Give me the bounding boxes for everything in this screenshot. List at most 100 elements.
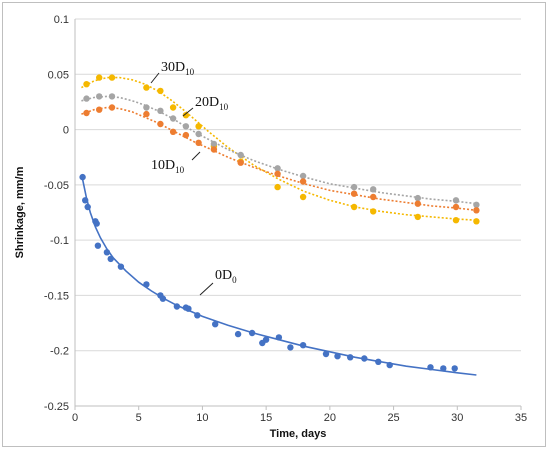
data-point-10d10	[182, 131, 190, 139]
data-point-0d0	[107, 255, 114, 263]
data-point-10d10	[157, 120, 164, 128]
y-tick-label: -0.1	[50, 235, 69, 247]
data-point-20d10	[370, 186, 377, 193]
label-leader-20d10	[182, 107, 194, 117]
y-tick-label: -0.25	[44, 401, 69, 413]
gridlines	[75, 18, 521, 407]
data-point-30d10	[299, 193, 307, 201]
series-label-subscript: 10	[175, 165, 185, 175]
series-label-main: 0D	[215, 268, 232, 283]
series-label-20d10: 20D10	[195, 95, 229, 112]
data-point-0d0	[262, 336, 270, 343]
series-label-main: 20D	[195, 95, 219, 110]
y-tick-label: 0.05	[48, 69, 69, 81]
data-point-30d10	[157, 87, 164, 95]
data-point-0d0	[194, 312, 201, 319]
data-point-20d10	[195, 130, 202, 138]
data-point-10d10	[83, 109, 90, 117]
data-point-0d0	[159, 295, 167, 302]
data-point-10d10	[143, 110, 150, 118]
data-point-30d10	[169, 104, 177, 111]
data-point-20d10	[83, 95, 90, 102]
data-point-0d0	[347, 354, 354, 361]
data-point-20d10	[452, 197, 460, 204]
series-label-30d10: 30D10	[161, 60, 195, 77]
data-point-30d10	[473, 218, 480, 225]
data-point-30d10	[195, 123, 202, 130]
x-axis-title: Time, days	[270, 428, 327, 440]
data-point-0d0	[427, 364, 434, 371]
data-point-0d0	[212, 321, 219, 328]
data-point-0d0	[84, 203, 91, 211]
data-point-10d10	[108, 104, 116, 111]
data-point-20d10	[237, 151, 244, 159]
x-tick-labels: 0 5 10 15 20 25 30 35	[72, 412, 527, 424]
series-label-10d10: 10D10	[151, 158, 185, 175]
data-point-20d10	[210, 140, 218, 148]
data-point-30d10	[83, 81, 90, 88]
data-point-0d0	[322, 350, 330, 358]
data-point-0d0	[361, 355, 368, 362]
data-point-0d0	[334, 353, 341, 360]
data-point-30d10	[370, 208, 377, 215]
x-tick-label: 35	[515, 412, 527, 424]
data-point-20d10	[169, 115, 177, 122]
series-label-subscript: 10	[185, 67, 195, 77]
data-point-10d10	[350, 190, 358, 197]
x-tick-label: 30	[451, 412, 463, 424]
y-tick-labels: 0.1 0.05 0 -0.05 -0.1 -0.15 -0.2 -0.25	[44, 14, 69, 413]
trendline-10d10	[81, 106, 477, 212]
data-point-0d0	[299, 342, 307, 349]
data-point-10d10	[299, 178, 307, 185]
label-leader-10d10	[191, 151, 201, 161]
x-tick-label: 25	[387, 412, 399, 424]
data-point-30d10	[108, 74, 116, 81]
data-point-10d10	[96, 106, 103, 113]
trendline-20d10	[81, 95, 477, 205]
data-point-30d10	[182, 112, 190, 119]
trendline-0d0	[81, 179, 477, 376]
data-point-0d0	[185, 305, 192, 312]
trendlines	[81, 76, 477, 376]
shrinkage-chart: 0 5 10 15 20 25 30 35 0.1 0.05 0 -0.05 -0.1 -0.15 -0.…	[14, 14, 527, 440]
x-tick-label: 0	[72, 412, 78, 424]
data-point-0d0	[287, 344, 294, 351]
data-point-10d10	[237, 159, 244, 166]
data-point-10d10	[473, 207, 480, 214]
data-point-0d0	[143, 281, 150, 288]
axes	[74, 19, 522, 410]
data-point-0d0	[234, 330, 242, 338]
data-point-20d10	[274, 165, 281, 172]
series-label-main: 10D	[151, 158, 175, 173]
data-point-20d10	[350, 183, 358, 191]
data-point-0d0	[440, 365, 447, 372]
data-point-30d10	[274, 183, 281, 191]
data-point-0d0	[386, 361, 393, 369]
data-point-0d0	[117, 263, 125, 270]
data-point-20d10	[182, 123, 190, 130]
series-label-subscript: 0	[232, 275, 237, 285]
chart-frame: 0 5 10 15 20 25 30 35 0.1 0.05 0 -0.05 -0.1 -0.15 -0.…	[2, 2, 546, 447]
label-leader-0d0	[199, 282, 214, 296]
data-points	[79, 74, 480, 372]
series-label-main: 30D	[161, 60, 185, 75]
data-point-20d10	[299, 172, 307, 180]
data-point-0d0	[103, 249, 111, 256]
y-tick-label: -0.15	[44, 290, 69, 302]
data-point-0d0	[93, 220, 100, 227]
data-point-0d0	[248, 329, 256, 337]
data-point-30d10	[143, 84, 150, 91]
data-point-0d0	[82, 197, 89, 204]
x-tick-label: 20	[324, 412, 336, 424]
y-tick-label: -0.2	[50, 346, 69, 358]
data-point-20d10	[96, 93, 103, 100]
data-point-30d10	[414, 213, 421, 221]
data-point-0d0	[275, 334, 283, 341]
data-point-10d10	[169, 128, 177, 135]
y-tick-label: 0	[63, 125, 69, 137]
x-tick-label: 5	[136, 412, 142, 424]
series-label-0d0: 0D0	[215, 268, 237, 285]
data-point-30d10	[96, 74, 103, 81]
data-point-10d10	[370, 193, 377, 201]
data-point-20d10	[157, 107, 164, 115]
